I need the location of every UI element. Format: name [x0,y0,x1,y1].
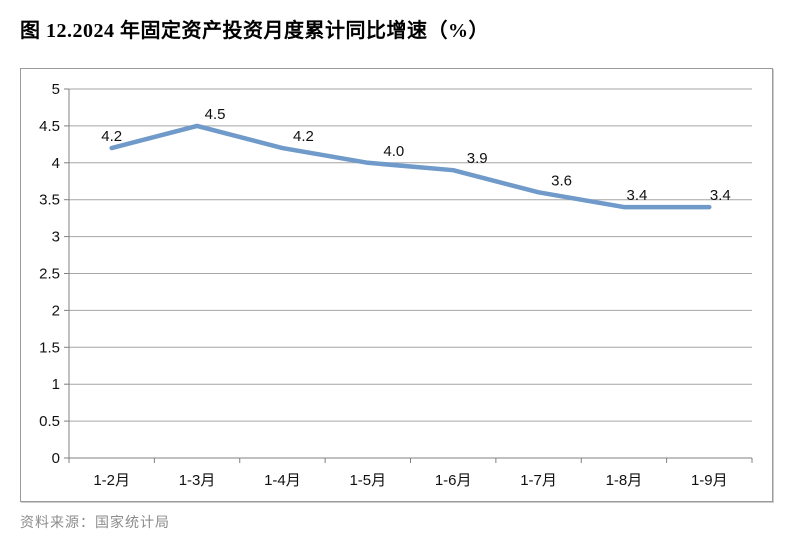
trend-line [109,123,712,210]
plot-svg: 0 0.5 1 1.5 2 2.5 3 3.5 4 4.5 5 1-2月 1-3月 1-4月 1-5月 1-6… [39,81,753,489]
figure-title: 图 12.2024 年固定资产投资月度累计同比增速（%） [20,20,489,42]
x-category-label: 1-7月 [520,472,557,489]
chart-frame: 0 0.5 1 1.5 2 2.5 3 3.5 4 4.5 5 1-2月 1-3月 1-4月 1-5月 1-6… [20,68,773,502]
x-category-label: 1-3月 [179,472,216,489]
y-tick-label: 4.5 [39,118,60,135]
data-point-label: 3.9 [467,150,488,167]
y-tick-label: 1 [52,376,60,393]
x-category-label: 1-2月 [93,472,130,489]
y-tick-label: 0 [52,450,60,467]
y-tick-label: 5 [52,81,60,98]
y-tick-label: 1.5 [39,339,60,356]
y-tick-label: 0.5 [39,413,60,430]
source-note: 资料来源：国家统计局 [20,516,170,531]
y-tick-label: 2 [52,302,60,319]
x-category-label: 1-6月 [435,472,472,489]
y-tick-label: 4 [52,155,60,172]
x-category-label: 1-8月 [606,472,643,489]
y-tick-label: 2.5 [39,266,60,283]
data-point-label: 4.2 [101,128,122,145]
data-point-label: 3.4 [627,187,648,204]
data-point-label: 4.2 [293,128,314,145]
x-category-label: 1-5月 [349,472,386,489]
y-tick-label: 3 [52,229,60,246]
data-point-label: 4.0 [383,143,404,160]
data-point-label: 4.5 [205,106,226,123]
x-category-label: 1-4月 [264,472,301,489]
data-point-label: 3.6 [551,172,572,189]
data-point-label: 3.4 [710,187,731,204]
x-category-label: 1-9月 [691,472,728,489]
y-tick-label: 3.5 [39,192,60,209]
